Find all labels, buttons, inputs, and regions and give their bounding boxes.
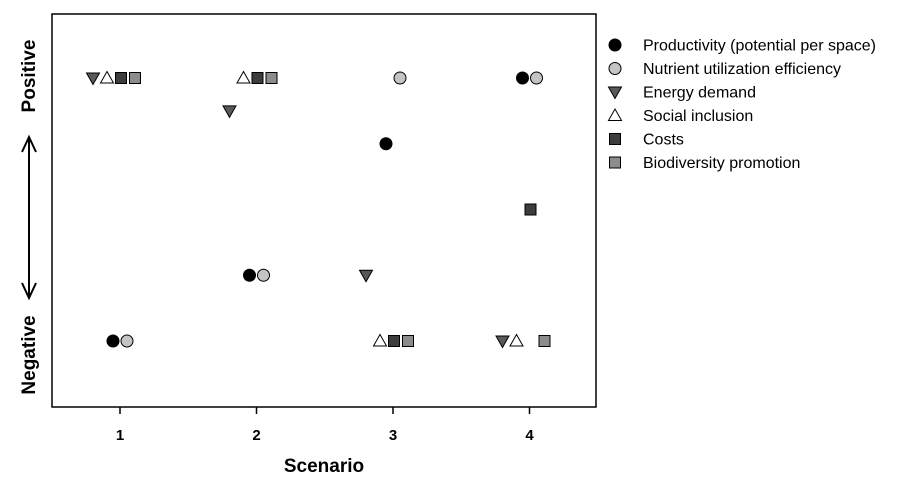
- legend-label: Costs: [643, 132, 684, 149]
- y-label-negative: Negative: [19, 315, 40, 394]
- legend-label: Biodiversity promotion: [643, 155, 800, 172]
- data-point-circle: [120, 334, 134, 348]
- x-axis-ticks: [119, 407, 531, 414]
- data-point-circle: [379, 137, 393, 151]
- data-point-square: [115, 72, 127, 84]
- data-point-circle: [106, 334, 120, 348]
- data-point-square: [129, 72, 141, 84]
- data-point-square: [388, 335, 400, 347]
- data-point-triangle-up: [372, 333, 388, 347]
- double-arrow-icon: [21, 134, 37, 301]
- data-point-triangle-down: [85, 72, 101, 86]
- legend-label: Energy demand: [643, 85, 756, 102]
- x-axis-tick-labels: 1 2 3 4: [116, 427, 535, 444]
- data-point-circle: [393, 71, 407, 85]
- data-point-square: [402, 335, 414, 347]
- data-point-triangle-up: [99, 70, 115, 84]
- x-tick-label: 1: [116, 427, 124, 444]
- data-point-triangle-down: [495, 335, 510, 349]
- legend-label: Productivity (potential per space): [643, 38, 876, 55]
- legend-marker-triangle-up: [607, 107, 623, 121]
- data-point-square: [524, 203, 537, 216]
- legend-label: Nutrient utilization efficiency: [643, 61, 841, 78]
- x-tick-label: 3: [389, 427, 397, 444]
- legend: Productivity (potential per space) Nutrie…: [607, 38, 876, 172]
- x-tick-label: 2: [252, 427, 260, 444]
- x-axis-title: Scenario: [284, 456, 364, 477]
- data-point-square: [538, 335, 551, 347]
- x-tick-label: 4: [525, 427, 534, 444]
- data-point-circle: [243, 268, 256, 282]
- data-point-square: [251, 72, 264, 84]
- legend-marker-circle: [608, 38, 622, 52]
- data-point-circle: [530, 71, 543, 85]
- plot-area-frame: [51, 13, 597, 408]
- data-point-triangle-up: [236, 70, 251, 84]
- data-point-triangle-down: [222, 105, 237, 119]
- legend-marker-square: [609, 133, 621, 145]
- data-point-square: [265, 72, 278, 84]
- data-markers: [85, 70, 551, 349]
- legend-marker-circle: [608, 62, 622, 75]
- data-point-triangle-down: [358, 269, 374, 283]
- y-label-positive: Positive: [19, 40, 40, 113]
- data-point-triangle-up: [509, 333, 524, 347]
- legend-marker-square: [609, 156, 621, 169]
- data-point-circle: [516, 71, 529, 85]
- data-point-circle: [257, 268, 270, 282]
- legend-label: Social inclusion: [643, 108, 753, 125]
- legend-marker-triangle-down: [607, 86, 623, 100]
